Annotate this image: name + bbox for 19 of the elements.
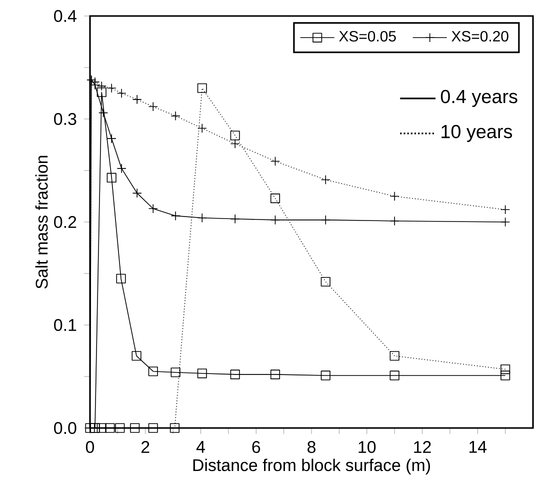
y-tick-label: 0.2	[54, 216, 76, 228]
x-tick-label: 2	[142, 441, 150, 453]
x-tick-label: 0	[86, 441, 94, 454]
x-tick-label: 12	[414, 441, 431, 453]
annotation: 0.4 years	[440, 90, 518, 107]
annotation: 10 years	[442, 124, 512, 142]
x-tick-label: 14	[469, 441, 487, 453]
x-tick-label: 8	[308, 441, 316, 454]
x-axis-title: Distance from block surface (m)	[193, 458, 430, 474]
x-tick-label: 4	[196, 441, 205, 453]
y-axis-title: Salt mass fraction	[35, 156, 48, 289]
x-tick-label: 10	[358, 441, 376, 454]
y-tick-label: 0.1	[54, 319, 76, 331]
legend-label: XS=0.05	[339, 30, 396, 42]
y-tick-label: 0.0	[54, 422, 76, 434]
y-tick-label: 0.4	[54, 10, 76, 22]
y-tick-label: 0.3	[54, 113, 76, 125]
x-tick-label: 6	[252, 441, 260, 454]
legend-label: XS=0.20	[452, 30, 508, 42]
